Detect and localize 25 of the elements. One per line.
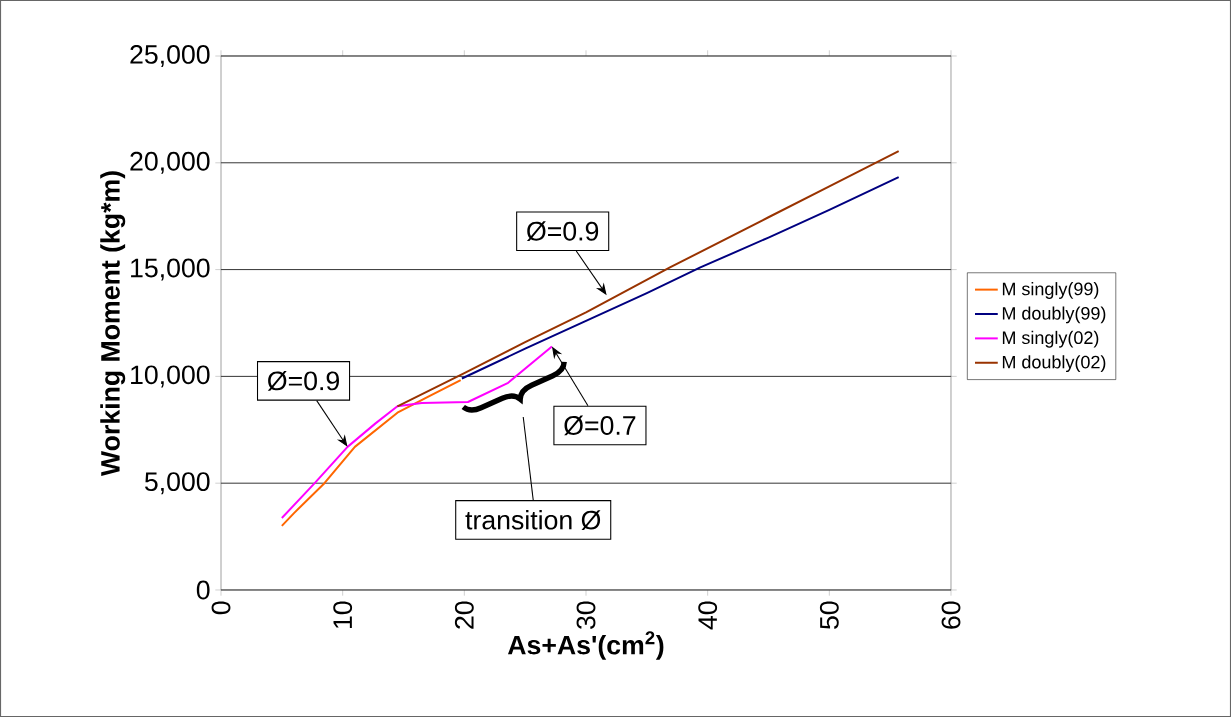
line-series — [460, 176, 900, 380]
annotation: Ø=0.9 — [267, 370, 339, 391]
y-tick-label: 25,000 — [130, 44, 210, 68]
annotation: Ø=0.7 — [564, 415, 636, 436]
y-tick-label: 20,000 — [130, 151, 210, 174]
x-axis-title: As+As'(cm$^{2}$) — [507, 631, 664, 660]
x-tick-label: 0 — [211, 601, 231, 615]
y-tick-label: 5,000 — [144, 472, 210, 495]
x-tick-label: 30 — [576, 601, 596, 630]
y-tick-label: 15,000 — [131, 258, 210, 281]
line-series — [396, 150, 900, 408]
x-tick-label: 40 — [698, 601, 718, 630]
x-tick-label: 60 — [941, 601, 961, 629]
y-tick-label: 0 — [196, 580, 210, 600]
legend-label: M singly(02) — [1002, 330, 1099, 348]
legend-label: M doubly(99) — [1002, 306, 1106, 324]
x-tick-label: 10 — [333, 601, 353, 629]
y-axis-title: Working Moment (kg*m) — [100, 171, 126, 477]
annotation: Ø=0.9 — [526, 221, 599, 242]
y-tick-label: 10,000 — [131, 365, 210, 388]
annotation: transition Ø — [465, 509, 601, 530]
legend-label: M doubly(02) — [1002, 355, 1106, 373]
x-tick-label: 20 — [454, 601, 474, 629]
x-tick-label: 50 — [819, 601, 839, 629]
legend-label: M singly(99) — [1002, 282, 1099, 299]
